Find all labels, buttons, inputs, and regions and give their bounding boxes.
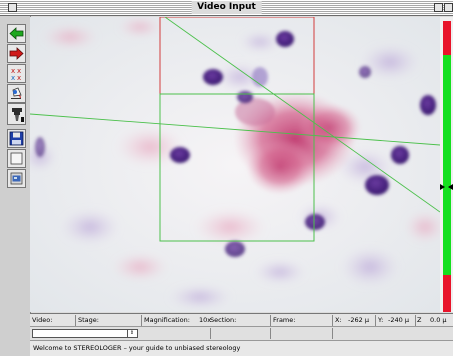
title-bar[interactable]: Video Input xyxy=(0,0,453,16)
fill-icon[interactable] xyxy=(7,84,26,103)
x-label: X: xyxy=(335,316,342,324)
divider xyxy=(270,315,271,326)
section-label: Section: xyxy=(210,316,237,324)
divider xyxy=(75,315,76,326)
markers-icon[interactable]: x x x x xyxy=(7,64,26,83)
close-box-icon[interactable] xyxy=(8,3,17,12)
x-value: -262 µ xyxy=(348,316,369,324)
z-label: Z xyxy=(417,316,422,324)
zoom-box-icon[interactable] xyxy=(444,3,453,12)
back-arrow-icon[interactable] xyxy=(7,24,26,43)
video-source-select[interactable]: ⇕ xyxy=(32,329,138,338)
divider xyxy=(270,328,271,339)
svg-text:x: x xyxy=(11,74,15,81)
green-counting-frame xyxy=(159,93,315,242)
y-value: -240 µ xyxy=(388,316,409,324)
divider xyxy=(141,315,142,326)
svg-text:x: x xyxy=(17,74,21,81)
magnification-value: 10x xyxy=(199,316,212,324)
message-bar: Welcome to STEREOLOGER – your guide to u… xyxy=(30,341,453,356)
frame-label: Frame: xyxy=(273,316,296,324)
stage-label: Stage: xyxy=(78,316,99,324)
green-guide-line-horizontal xyxy=(30,113,440,146)
divider xyxy=(332,328,333,339)
magnification-label: Magnification: xyxy=(144,316,190,324)
forward-arrow-icon[interactable] xyxy=(7,44,26,63)
toolbar-footer xyxy=(0,312,31,356)
collapse-box-icon[interactable] xyxy=(434,3,443,12)
divider xyxy=(415,315,416,326)
svg-text:x: x xyxy=(17,67,21,75)
control-row: ⇕ xyxy=(30,327,453,341)
save-icon[interactable] xyxy=(7,129,26,148)
video-view[interactable] xyxy=(30,17,440,312)
green-guide-line-diagonal xyxy=(164,17,440,213)
z-value: 0.0 µ xyxy=(430,316,447,324)
welcome-message: Welcome to STEREOLOGER – your guide to u… xyxy=(33,344,241,352)
tool-palette: x x x x xyxy=(0,16,31,312)
divider xyxy=(210,328,211,339)
video-capture-icon[interactable] xyxy=(7,169,26,188)
divider xyxy=(332,315,333,326)
divider xyxy=(375,315,376,326)
dropdown-arrow-icon[interactable]: ⇕ xyxy=(127,330,136,337)
window-title: Video Input xyxy=(191,1,262,14)
focus-scale-bar[interactable] xyxy=(440,17,453,312)
blank-panel-icon[interactable] xyxy=(7,149,26,168)
video-label: Video: xyxy=(32,316,53,324)
y-label: Y: xyxy=(378,316,384,324)
probe-icon[interactable] xyxy=(7,103,26,125)
svg-text:x: x xyxy=(11,67,15,75)
status-bar: Video: Stage: Magnification: 10x Section… xyxy=(30,313,453,327)
microscope-image xyxy=(30,17,440,312)
